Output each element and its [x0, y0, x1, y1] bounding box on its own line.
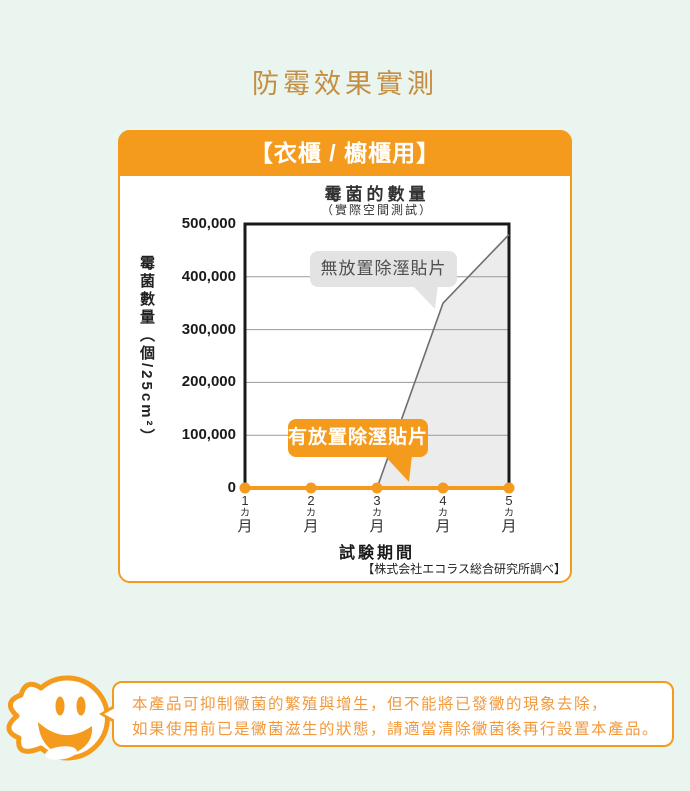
page-title: 防霉效果實測: [252, 69, 438, 99]
y-tick-label: 400,000: [181, 267, 236, 285]
y-tick-label: 0: [227, 479, 236, 496]
y-axis-label: 霉菌數量（個/25cm²）: [138, 255, 155, 447]
mascot-mouth-teeth: [45, 746, 77, 760]
mascot-mouth: [38, 722, 93, 756]
callout-without-patch: 無放置除溼貼片: [310, 251, 457, 309]
footer-note-text: 本產品可抑制黴菌的繁殖與增生，但不能將已發黴的現象去除， 如果使用前已是黴菌滋生…: [114, 683, 672, 742]
callout-tail: [412, 285, 438, 309]
footer-note-bubble: 本產品可抑制黴菌的繁殖與增生，但不能將已發黴的現象去除， 如果使用前已是黴菌滋生…: [99, 681, 674, 747]
mascot-eye-left: [55, 696, 65, 716]
y-tick-label: 200,000: [181, 373, 236, 391]
bubble-tail-icon: [104, 707, 117, 721]
callout-with-patch-label: 有放置除溼貼片: [288, 427, 429, 448]
chart-subtitle: （實際空間測試）: [320, 203, 433, 217]
panel-header: 【衣櫃 / 櫥櫃用】: [118, 130, 572, 176]
callout-without-patch-label: 無放置除溼貼片: [320, 259, 447, 278]
chart-title: 霉菌的數量: [324, 185, 430, 204]
callout-with-patch: 有放置除溼貼片: [288, 419, 429, 482]
x-axis-title: 試験期間: [338, 545, 415, 562]
smiling-ghost-mascot-icon: [6, 675, 110, 761]
mascot-eye-right: [76, 696, 86, 716]
footer-note-line2: 如果使用前已是黴菌滋生的狀態，請適當清除黴菌後再行設置本產品。: [132, 721, 660, 738]
y-tick-label: 500,000: [181, 215, 236, 232]
y-tick-label: 300,000: [181, 320, 236, 338]
footer-note-line1: 本產品可抑制黴菌的繁殖與增生，但不能將已發黴的現象去除，: [132, 696, 609, 713]
callout-tail: [384, 455, 412, 482]
y-tick-label: 100,000: [181, 426, 236, 444]
chart-source-note: 【株式会社エコラス総合研究所調べ】: [362, 562, 566, 576]
